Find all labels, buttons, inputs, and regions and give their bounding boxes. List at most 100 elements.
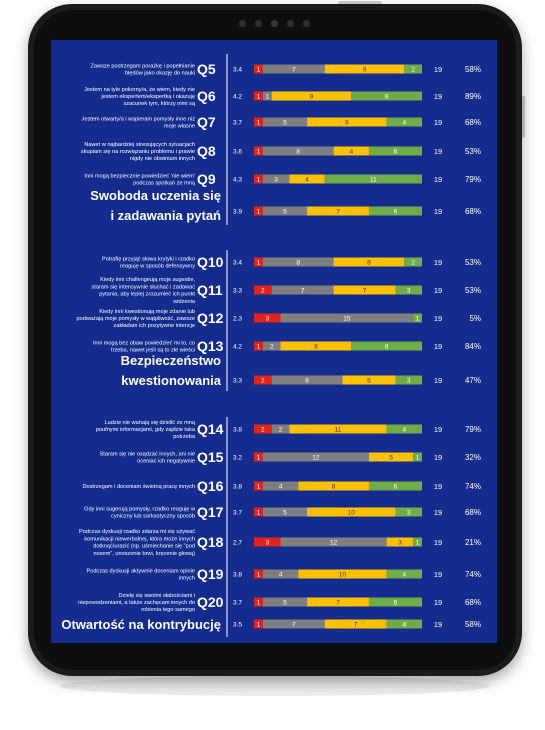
green-segment	[386, 424, 422, 434]
segment-value-label: 2	[270, 344, 274, 351]
average-score: 2.3	[233, 316, 242, 323]
segment-value-label: 4	[403, 572, 407, 579]
green-segment	[413, 537, 422, 547]
segment-value-label: 8	[367, 260, 371, 267]
yellow-segment	[333, 257, 405, 267]
green-segment	[351, 341, 422, 351]
green-segment	[368, 206, 422, 216]
gray-segment	[262, 64, 325, 74]
dimension-respondent-count: 19	[434, 376, 442, 385]
dimension-title: Bezpieczeństwo kwestionowania	[121, 353, 222, 388]
segment-value-label: 3	[398, 540, 402, 547]
segment-value-label: 1	[265, 94, 269, 101]
segment-value-label: 9	[363, 67, 367, 74]
segment-value-label: 5	[389, 455, 393, 462]
favorable-percent: 68%	[465, 508, 481, 517]
red-segment	[254, 481, 263, 491]
favorable-percent: 68%	[465, 118, 481, 127]
gray-segment	[262, 452, 369, 462]
power-button	[522, 96, 525, 138]
segment-value-label: 4	[403, 120, 407, 127]
segment-value-label: 2	[411, 260, 415, 267]
favorable-percent: 79%	[465, 175, 481, 184]
favorable-percent: 53%	[465, 258, 481, 267]
respondent-count: 19	[434, 570, 442, 579]
respondent-count: 19	[434, 92, 442, 101]
question-text: Jestem na tyle pokorny/a, że wiem, kiedy…	[84, 87, 196, 107]
question-code: Q5	[197, 61, 216, 77]
yellow-segment	[280, 341, 352, 351]
segment-value-label: 5	[283, 209, 287, 216]
front-camera-sensors	[34, 20, 516, 30]
segment-value-label: 6	[394, 484, 398, 491]
segment-value-label: 4	[305, 177, 309, 184]
segment-value-label: 6	[394, 209, 398, 216]
yellow-segment	[324, 619, 387, 629]
segment-value-label: 4	[279, 572, 283, 579]
red-segment	[254, 424, 272, 434]
segment-value-label: 7	[301, 288, 305, 295]
average-score: 3.4	[233, 67, 242, 74]
question-text: Kiedy inni kwestionują moje zdanie lub po…	[77, 309, 195, 329]
gray-segment	[262, 597, 308, 607]
segment-value-label: 1	[257, 209, 261, 216]
yellow-segment	[289, 174, 325, 184]
question-code: Q18	[197, 534, 224, 550]
red-segment	[254, 64, 263, 74]
survey-chart: Zawsze postrzegam porażkę i popełnianie b…	[61, 54, 481, 637]
segment-value-label: 1	[257, 67, 261, 74]
dimension-respondent-count: 19	[434, 207, 442, 216]
red-segment	[254, 537, 281, 547]
segment-value-label: 1	[257, 600, 261, 607]
segment-value-label: 11	[335, 427, 342, 434]
yellow-segment	[307, 117, 387, 127]
green-segment	[368, 146, 422, 156]
green-segment	[368, 481, 422, 491]
green-segment	[395, 285, 422, 295]
segment-value-label: 1	[416, 540, 420, 547]
segment-value-label: 12	[312, 455, 320, 462]
question-code: Q7	[197, 114, 216, 130]
sensor-dot	[255, 20, 262, 27]
gray-segment	[280, 537, 387, 547]
segment-value-label: 1	[416, 316, 420, 323]
green-segment	[395, 375, 422, 385]
segment-value-label: 1	[257, 120, 261, 127]
tablet-shadow	[60, 676, 490, 696]
segment-value-label: 9	[310, 94, 314, 101]
favorable-percent: 84%	[465, 342, 481, 351]
segment-value-label: 1	[257, 149, 261, 156]
yellow-segment	[386, 537, 414, 547]
respondent-count: 19	[434, 482, 442, 491]
segment-value-label: 15	[343, 316, 351, 323]
red-segment	[254, 257, 263, 267]
gray-segment	[262, 257, 334, 267]
question-code: Q16	[197, 478, 224, 494]
segment-value-label: 3	[274, 177, 278, 184]
yellow-segment	[298, 481, 369, 491]
segment-value-label: 1	[257, 94, 261, 101]
average-score: 3.2	[233, 455, 242, 462]
respondent-count: 19	[434, 258, 442, 267]
segment-value-label: 3	[407, 378, 411, 385]
red-segment	[254, 619, 263, 629]
sensor-dot	[239, 20, 246, 27]
green-segment	[413, 313, 422, 323]
dimension-title: Otwartość na kontrybucję	[61, 617, 221, 632]
favorable-percent: 5%	[469, 314, 481, 323]
segment-value-label: 2	[411, 67, 415, 74]
segment-value-label: 7	[292, 622, 296, 629]
segment-value-label: 7	[354, 622, 358, 629]
gray-segment	[262, 569, 299, 579]
yellow-segment	[307, 597, 369, 607]
gray-segment	[262, 481, 299, 491]
question-text: Podczas dyskusji aktywnie doceniam opini…	[86, 568, 195, 581]
yellow-segment	[271, 91, 352, 101]
question-text: Zawsze postrzegam porażkę i popełnianie b…	[91, 63, 195, 76]
gray-segment	[280, 313, 414, 323]
average-score: 3.7	[233, 600, 242, 607]
respondent-count: 19	[434, 65, 442, 74]
question-text: Kiedy inni challengeują moje sugestie, st…	[91, 277, 195, 305]
green-segment	[386, 117, 422, 127]
segment-value-label: 4	[403, 427, 407, 434]
